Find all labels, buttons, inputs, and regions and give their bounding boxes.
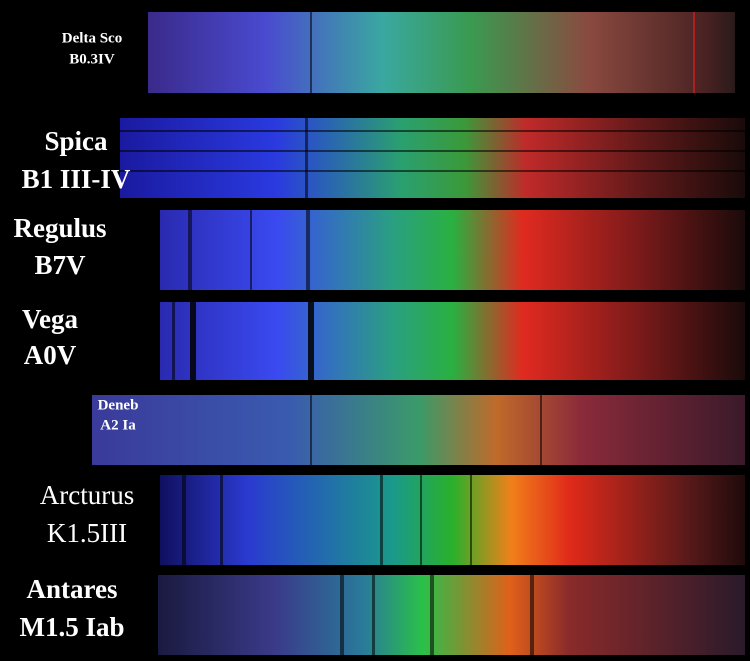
spectral-type: B7V [34, 250, 86, 280]
spectrum-strip [158, 575, 745, 655]
spectral-type: K1.5III [47, 518, 127, 548]
spectral-type: B1 III-IV [22, 164, 131, 194]
star-name: Spica [44, 126, 108, 156]
spectral-type: M1.5 Iab [19, 612, 124, 642]
spectrum-strip [120, 118, 745, 198]
spectrum-strip [92, 395, 745, 465]
star-name: Delta Sco [62, 30, 122, 46]
star-name: Regulus [13, 213, 106, 243]
spectral-type: A2 Ia [100, 417, 136, 433]
spectral-type: A0V [24, 340, 77, 370]
spectrum-strip [160, 475, 745, 565]
spectrum-strip [148, 12, 735, 93]
spectrum-strip [160, 302, 745, 380]
spectral-type: B0.3IV [69, 51, 115, 67]
spectrum-strip [160, 210, 745, 290]
star-name: Arcturus [40, 480, 134, 510]
star-name: Antares [27, 574, 118, 604]
star-name: Deneb [98, 397, 139, 413]
star-name: Vega [22, 304, 79, 334]
